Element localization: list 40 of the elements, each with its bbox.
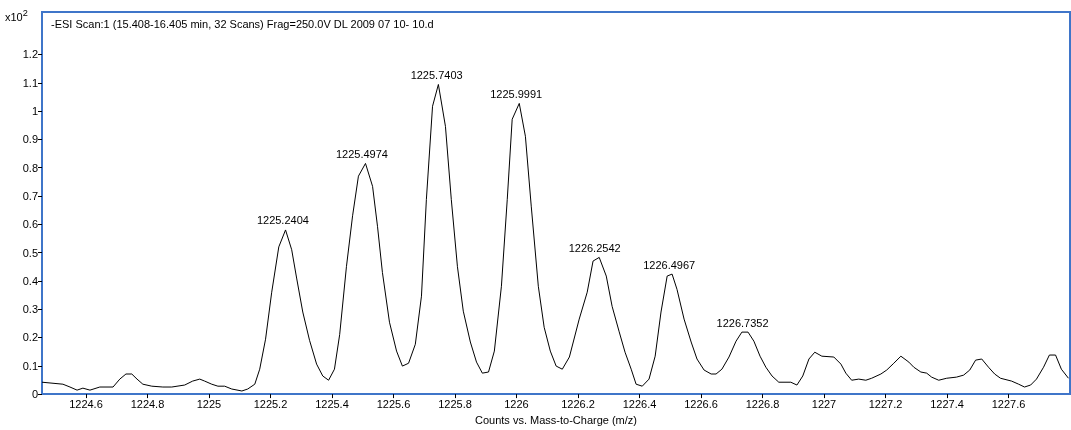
x-tick-label: 1225.6 [376,397,411,410]
x-tick-label: 1227.4 [930,397,964,410]
x-tick-label: 1226 [504,397,529,410]
x-tick-label: 1227.6 [991,397,1026,410]
annotation: 1226.4967 [643,258,696,271]
annotation: 1225.4974 [335,147,388,160]
text: -ESI Scan:1 (15.408-16.405 min, 32 Scans) Frag=250.0V DL 2009 07 10- 10.d [51,17,434,30]
y-tick-label: 0.3 [22,303,38,316]
x-tick-label: 1224.8 [130,397,165,410]
x-axis-title: Counts vs. Mass-to-Charge (m/z) [475,413,637,426]
y-tick-label: 0.6 [22,218,38,231]
x-tick-label: 1226.6 [684,397,718,410]
y-tick-label: 1.1 [22,76,38,89]
y-tick-label: 0 [31,388,38,401]
line-series [41,83,1069,392]
x-tick-label: 1226.2 [561,397,595,410]
y-tick-label: 0.4 [22,274,38,287]
x-tick-label: 1225.2 [253,397,288,410]
y-tick-label: 0.2 [22,331,38,344]
annotation: 1225.9991 [490,87,543,100]
x-tick-label: 1226.8 [745,397,780,410]
annotation: 1226.7352 [716,316,769,329]
x-tick-label: 1225.8 [438,397,472,410]
x-tick-label: 1225.4 [315,397,349,410]
annotation: 1225.7403 [410,68,463,81]
x-tick-label: 1226.4 [622,397,657,410]
y-axis-title: x10$^{2}$ [5,7,28,23]
y-tick-label: 0.1 [22,359,38,372]
x-tick-label: 1225 [196,397,222,410]
x-tick-label: 1227 [811,397,837,410]
annotation: 1225.2404 [256,214,309,227]
y-tick-label: 1 [31,105,38,118]
y-tick-label: 1.2 [22,48,38,61]
annotation: 1226.2542 [568,241,621,254]
x-tick-label: 1227.2 [868,397,903,410]
y-tick-label: 0.8 [22,161,38,174]
y-tick-label: 0.9 [22,133,38,146]
y-tick-label: 0.5 [22,246,38,259]
x-tick-label: 1224.6 [69,397,103,410]
y-tick-label: 0.7 [22,189,38,202]
